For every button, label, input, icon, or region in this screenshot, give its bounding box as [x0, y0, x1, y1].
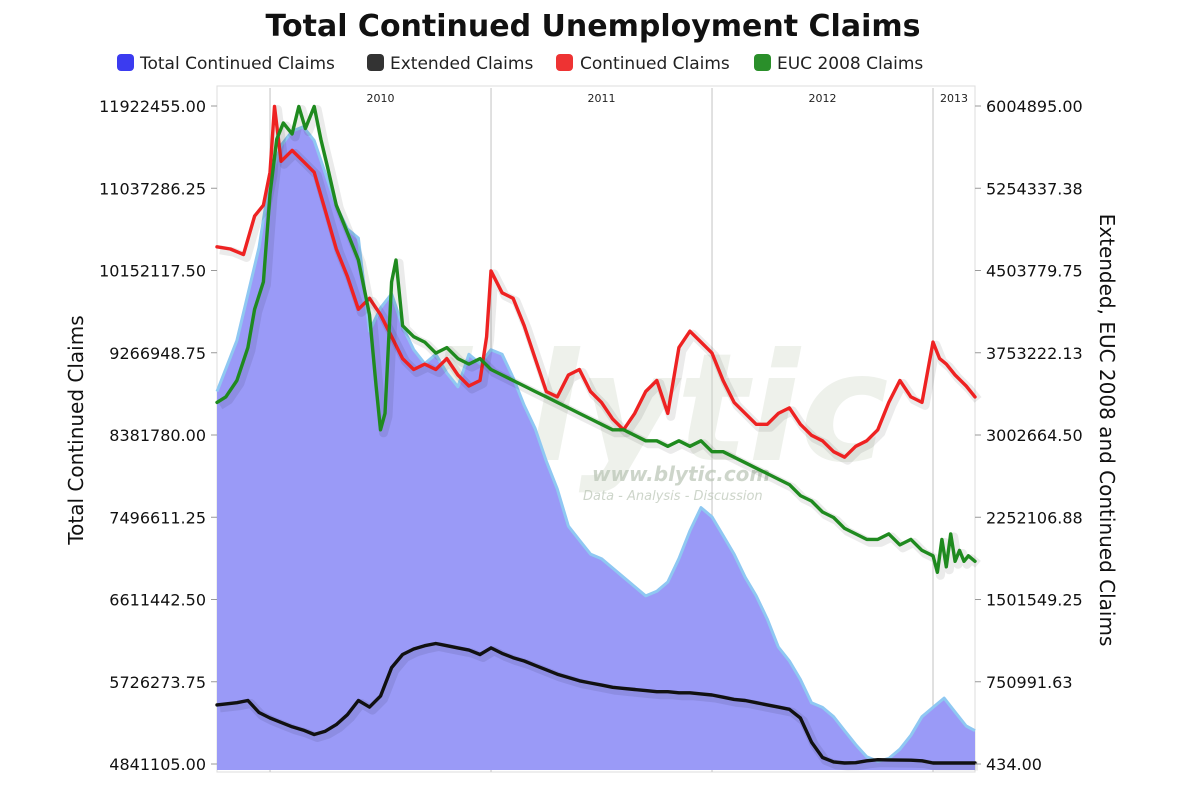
- year-labels: 2010 2011 2012 2013: [367, 92, 968, 105]
- right-tick-label: 6004895.00: [986, 97, 1083, 116]
- legend-swatch-total: [117, 54, 134, 71]
- series-area-total-continued-claims: [217, 126, 975, 770]
- legend-item-euc-2008-claims[interactable]: EUC 2008 Claims: [754, 54, 923, 74]
- left-tick-label: 11037286.25: [99, 179, 206, 198]
- left-tick-label: 5726273.75: [109, 673, 206, 692]
- right-tick-label: 5254337.38: [986, 179, 1083, 198]
- left-tick-label: 8381780.00: [109, 426, 206, 445]
- right-tick-label: 434.00: [986, 755, 1042, 774]
- left-tick-label: 9266948.75: [109, 344, 206, 363]
- year-label-2011: 2011: [588, 92, 616, 105]
- legend-item-continued-claims[interactable]: Continued Claims: [556, 54, 730, 74]
- left-tick-label: 11922455.00: [99, 97, 206, 116]
- legend-item-total-continued-claims[interactable]: Total Continued Claims: [117, 54, 335, 74]
- left-axis-title: Total Continued Claims: [64, 315, 88, 545]
- legend: Total Continued Claims Extended Claims C…: [117, 54, 923, 74]
- plot-area: blytic www.blytic.com Data - Analysis - …: [215, 85, 982, 773]
- legend-label-continued: Continued Claims: [580, 54, 730, 74]
- right-tick-label: 1501549.25: [986, 591, 1083, 610]
- series-line-euc-2008-claims: [215, 104, 977, 574]
- legend-label-euc: EUC 2008 Claims: [777, 54, 923, 74]
- right-tick-label: 4503779.75: [986, 262, 1083, 281]
- left-tick-label: 7496611.25: [109, 508, 206, 527]
- legend-swatch-continued: [556, 54, 573, 71]
- left-tick-label: 4841105.00: [109, 755, 206, 774]
- year-label-2012: 2012: [809, 92, 837, 105]
- right-tick-label: 2252106.88: [986, 508, 1083, 527]
- right-axis-title: Extended, EUC 2008 and Continued Claims: [1095, 214, 1119, 647]
- legend-label-extended: Extended Claims: [390, 54, 533, 74]
- series-edge-total-continued-claims: [215, 125, 976, 763]
- right-axis: 6004895.00 5254337.38 4503779.75 3753222.13…: [975, 97, 1083, 774]
- year-label-2010: 2010: [367, 92, 395, 105]
- watermark-url: www.blytic.com: [592, 462, 770, 486]
- year-label-2013: 2013: [940, 92, 968, 105]
- right-tick-label: 3753222.13: [986, 344, 1083, 363]
- left-axis: 11922455.00 11037286.25 10152117.50 9266948…: [99, 97, 217, 774]
- series-line-extended-claims: [215, 641, 977, 765]
- watermark-tagline: Data - Analysis - Discussion: [583, 489, 763, 504]
- legend-label-total: Total Continued Claims: [139, 54, 335, 74]
- legend-swatch-euc: [754, 54, 771, 71]
- chart-title: Total Continued Unemployment Claims: [266, 9, 921, 44]
- series-layer: [215, 104, 982, 771]
- legend-item-extended-claims[interactable]: Extended Claims: [367, 54, 533, 74]
- series-line-continued-claims: [215, 104, 977, 459]
- left-tick-label: 6611442.50: [109, 591, 206, 610]
- series-shadow-extended-claims: [219, 642, 978, 771]
- left-tick-label: 10152117.50: [99, 262, 206, 281]
- legend-swatch-extended: [367, 54, 384, 71]
- right-tick-label: 750991.63: [986, 673, 1073, 692]
- right-tick-label: 3002664.50: [986, 426, 1083, 445]
